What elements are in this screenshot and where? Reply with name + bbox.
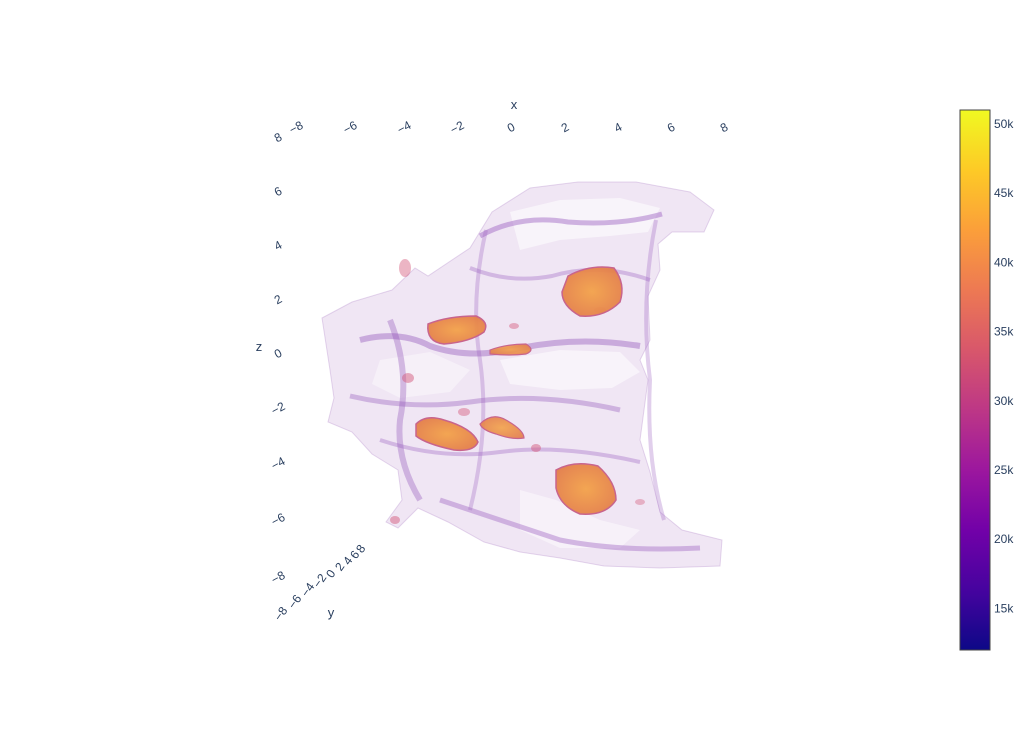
x-tick-label: 4 bbox=[612, 120, 625, 136]
x-axis: −8 −6 −4 −2 0 2 4 6 8 bbox=[287, 118, 731, 137]
volume-ridge-4 bbox=[349, 393, 621, 413]
high-region-1 bbox=[561, 266, 623, 317]
x-tick-label: 8 bbox=[718, 120, 731, 136]
volume-ridge-6 bbox=[439, 497, 701, 552]
volume-ridge-5 bbox=[379, 438, 641, 464]
volume-ridge-9 bbox=[644, 219, 666, 521]
x-tick-label: 0 bbox=[505, 120, 518, 136]
x-tick-label: 6 bbox=[665, 120, 678, 136]
volume-inner-bottom bbox=[520, 490, 640, 548]
z-tick-label: −4 bbox=[269, 454, 288, 473]
hot-spot bbox=[635, 499, 645, 505]
z-tick-label: 8 bbox=[272, 130, 285, 146]
z-tick-label: 6 bbox=[272, 184, 285, 200]
z-tick-label: −2 bbox=[269, 399, 288, 418]
volume-ridge-2 bbox=[469, 266, 651, 282]
volume-ridge-3 bbox=[359, 333, 641, 357]
volume-inner-mid bbox=[500, 350, 640, 390]
z-tick-label: −8 bbox=[269, 568, 288, 587]
z-tick-label: 0 bbox=[272, 346, 285, 362]
colorbar-tick-label: 25k bbox=[994, 463, 1014, 477]
colorbar: 15k 20k 25k 30k 35k 40k 45k 50k bbox=[959, 109, 1014, 651]
colorbar-tick-label: 40k bbox=[994, 255, 1014, 269]
colorbar-ticks: 15k 20k 25k 30k 35k 40k 45k 50k bbox=[994, 117, 1014, 616]
z-axis: 8 6 4 2 0 −2 −4 −6 −8 bbox=[269, 130, 288, 587]
high-region-2 bbox=[427, 315, 487, 345]
high-region-6 bbox=[555, 463, 617, 515]
colorbar-gradient bbox=[959, 109, 991, 651]
colorbar-tick-label: 45k bbox=[994, 186, 1014, 200]
hot-spot bbox=[509, 323, 519, 329]
colorbar-tick-label: 50k bbox=[994, 117, 1014, 131]
volume-inner-top bbox=[510, 198, 660, 250]
y-tick-label: −8 bbox=[271, 604, 291, 624]
colorbar-tick-label: 35k bbox=[994, 325, 1014, 339]
colorbar-tick-label: 30k bbox=[994, 394, 1014, 408]
x-tick-label: −2 bbox=[448, 118, 467, 137]
volume-ridge-1 bbox=[478, 211, 663, 239]
x-tick-label: −8 bbox=[287, 118, 306, 137]
hot-spot bbox=[531, 444, 541, 452]
high-region-3 bbox=[489, 343, 532, 356]
z-tick-label: 2 bbox=[272, 292, 285, 308]
volume-inner-left bbox=[372, 352, 470, 398]
hot-spot bbox=[390, 516, 400, 524]
x-axis-title: x bbox=[511, 97, 518, 112]
volume-ridge-7 bbox=[387, 318, 423, 502]
z-axis-title: z bbox=[256, 339, 263, 354]
colorbar-tick-label: 20k bbox=[994, 532, 1014, 546]
z-tick-label: 4 bbox=[272, 238, 285, 254]
x-tick-label: −4 bbox=[395, 118, 414, 137]
hot-spot bbox=[402, 373, 414, 383]
y-axis-title: y bbox=[328, 605, 335, 620]
volume-ridge-8 bbox=[468, 229, 488, 511]
high-region-5 bbox=[479, 416, 525, 440]
z-tick-label: −6 bbox=[269, 510, 288, 529]
colorbar-tick-label: 15k bbox=[994, 601, 1014, 615]
high-region-4 bbox=[415, 417, 479, 452]
volume-body bbox=[321, 181, 723, 569]
hot-spot bbox=[458, 408, 470, 416]
x-tick-label: −6 bbox=[341, 118, 360, 137]
hot-spot bbox=[399, 259, 411, 277]
x-tick-label: 2 bbox=[559, 120, 572, 136]
